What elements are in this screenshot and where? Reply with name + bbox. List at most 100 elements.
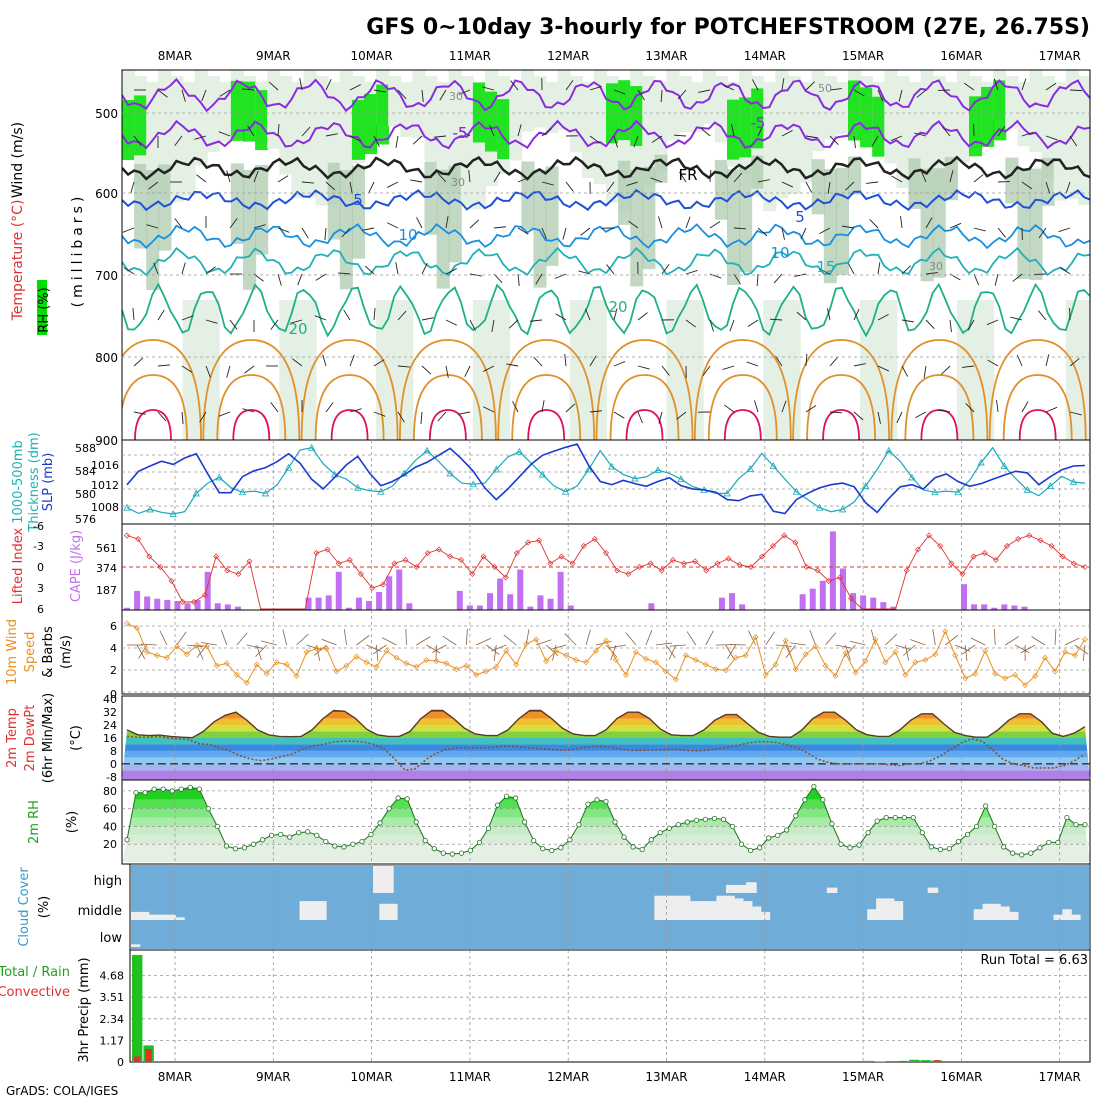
- data-point: [746, 465, 754, 472]
- wind-barb: [994, 273, 999, 286]
- cape-bar: [850, 593, 857, 610]
- wind-barb: [915, 411, 927, 419]
- data-point: [214, 823, 220, 830]
- rh-band: [376, 84, 390, 145]
- data-point: [612, 657, 619, 663]
- wind-barb: [973, 227, 986, 232]
- wind-barb: [196, 174, 207, 183]
- data-point: [531, 838, 537, 844]
- rh-tick: 40: [103, 820, 117, 833]
- wind-barb: [1069, 358, 1080, 367]
- wind-barb: [1038, 310, 1047, 321]
- data-point: [563, 652, 570, 659]
- wind-barb: [877, 411, 881, 424]
- lifted-tick: -6: [33, 520, 44, 533]
- data-point: [263, 670, 270, 677]
- data-point: [341, 844, 347, 850]
- data-point: [540, 846, 546, 852]
- data-point: [467, 847, 474, 854]
- data-point: [825, 578, 832, 584]
- cape-bar: [355, 597, 362, 610]
- wind-barb: [925, 319, 935, 329]
- wind-barb: [949, 222, 962, 229]
- temperature-contour: [122, 188, 1090, 212]
- data-point: [124, 837, 130, 843]
- wind-barb: [493, 226, 506, 229]
- data-point: [569, 560, 576, 567]
- rh-band: [787, 300, 801, 440]
- wind-barb: [503, 634, 517, 646]
- rh-band: [545, 166, 559, 266]
- contour-label: 20: [288, 320, 307, 338]
- wind-barb: [1082, 644, 1086, 661]
- wind-barb: [368, 181, 375, 193]
- slp-tick: 1008: [91, 501, 119, 514]
- temperature-contour: [1002, 374, 1073, 440]
- cloud-cell: [991, 903, 1001, 920]
- wind-barb: [993, 629, 996, 646]
- wind-barb: [1021, 78, 1027, 91]
- data-point: [946, 846, 953, 852]
- rh-band: [122, 808, 1090, 818]
- rh-band: [1041, 76, 1055, 178]
- wind-barb: [219, 89, 231, 97]
- wind-barb: [668, 644, 677, 660]
- cloud-level-label: high: [94, 874, 122, 889]
- wind-barb: [920, 170, 927, 183]
- lifted-tick: 6: [37, 603, 44, 616]
- wind-barb: [196, 644, 204, 660]
- wind-barb: [731, 124, 735, 137]
- wind-barb: [373, 411, 386, 417]
- cape-bar: [991, 607, 998, 610]
- wind-barb: [709, 169, 712, 183]
- data-point: [1026, 532, 1033, 539]
- data-point: [948, 560, 955, 567]
- data-point: [811, 783, 817, 790]
- wind-barb: [805, 81, 815, 91]
- cloud-cell: [760, 911, 771, 920]
- wind-barb: [914, 132, 927, 137]
- wind-barb: [610, 644, 617, 661]
- contour-label: 30: [929, 260, 943, 273]
- data-point: [901, 814, 907, 821]
- wind-barb: [970, 637, 986, 646]
- data-point: [463, 662, 470, 669]
- cape-bar: [497, 578, 504, 610]
- cape-bar: [376, 592, 383, 610]
- wind-barb: [1065, 181, 1071, 194]
- rh-tick: 80: [103, 785, 117, 798]
- data-point: [725, 555, 732, 562]
- wind-barb: [1021, 131, 1034, 137]
- wind-barb: [349, 135, 361, 142]
- precip-tick: 1.17: [100, 1034, 125, 1047]
- data-point: [525, 539, 532, 546]
- data-point: [720, 816, 727, 822]
- data-point: [157, 564, 164, 570]
- data-point: [233, 671, 240, 678]
- data-point: [213, 553, 220, 560]
- data-point: [822, 662, 829, 669]
- data-point: [1055, 839, 1061, 846]
- cloud-cell: [166, 914, 176, 920]
- data-point: [583, 659, 590, 666]
- wind-barb: [709, 221, 721, 229]
- cape-bar: [164, 599, 171, 610]
- data-point: [558, 553, 565, 560]
- cloud-cell: [680, 895, 691, 920]
- rh-band: [122, 817, 1090, 827]
- wind-barb: [554, 273, 567, 279]
- rh-band: [944, 157, 958, 201]
- bottom-day-label: 11MAR: [449, 1070, 491, 1084]
- wind-barb: [253, 170, 259, 183]
- wind-barb: [1045, 181, 1051, 194]
- data-point: [178, 786, 184, 792]
- wind-barb: [870, 629, 876, 646]
- cape-bar: [799, 594, 806, 610]
- wind-barb: [364, 265, 375, 275]
- wind-barb: [426, 644, 441, 654]
- data-point: [593, 647, 600, 654]
- temp-label-3: (6hr Min/Max): [41, 693, 56, 783]
- top-day-labels: 8MAR 9MAR 10MAR 11MAR 12MAR 13MAR 14MAR 15MAR 16…: [158, 49, 1081, 63]
- wind-barb: [1045, 135, 1058, 141]
- data-point: [654, 466, 662, 473]
